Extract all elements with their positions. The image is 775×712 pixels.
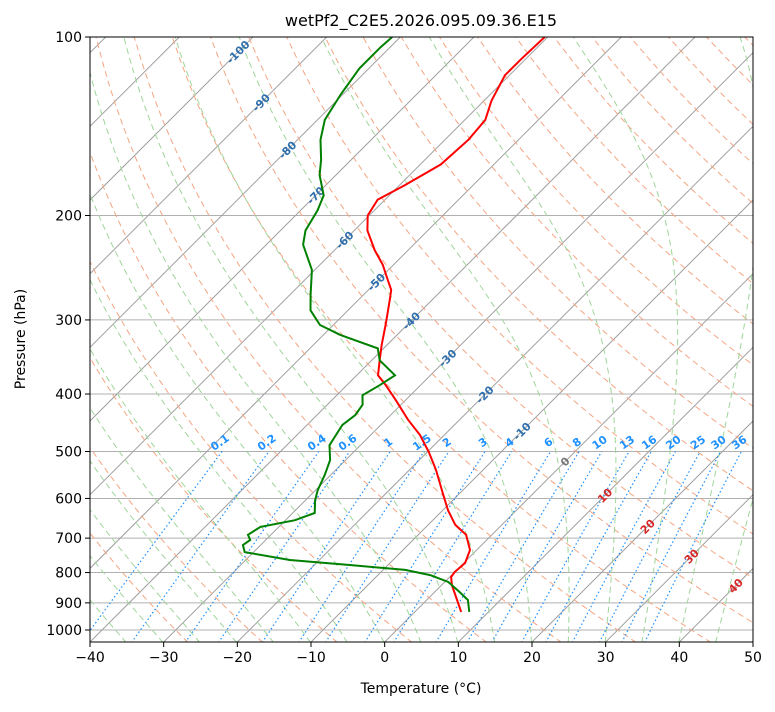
mixing-ratio-label: 1.5: [410, 432, 433, 454]
dry-adiabat-line: [745, 37, 775, 643]
moist-adiabat-line: [0, 37, 200, 643]
isotherm-line: [16, 37, 622, 643]
x-tick-label: −10: [296, 650, 326, 666]
y-tick-label: 300: [55, 313, 82, 329]
moist-adiabat-line: [0, 37, 237, 643]
mixing-ratio-line: [599, 452, 700, 643]
x-tick-label: −20: [223, 650, 253, 666]
dry-adiabat-line: [516, 37, 775, 643]
isotherm-line: [89, 37, 695, 643]
moist-adiabat-line: [321, 37, 569, 643]
x-axis-label: Temperature (°C): [360, 681, 482, 697]
y-tick-label: 200: [55, 209, 82, 225]
dry-adiabat-line: [96, 37, 562, 643]
mixing-ratio-line: [365, 452, 485, 643]
mixing-ratio-label: 3: [476, 435, 490, 450]
x-tick-label: 40: [670, 650, 688, 666]
mixing-ratio-label: 16: [639, 433, 659, 453]
moist-adiabat-line: [175, 37, 494, 643]
mixing-ratio-line: [522, 452, 630, 643]
dry-adiabat-line: [439, 37, 775, 643]
mixing-ratio-line: [81, 452, 222, 643]
dry-adiabat-line: [478, 37, 775, 643]
moist-adiabat-line: [16, 37, 348, 643]
y-tick-label: 600: [55, 491, 82, 507]
dewpoint-profile-line: [243, 37, 469, 612]
x-tick-label: 0: [380, 650, 389, 666]
moist-adiabat-line: [573, 37, 677, 643]
moist-adiabat-line: [239, 37, 531, 643]
moist-adiabat-line: [0, 37, 310, 643]
moist-adiabat-line: [124, 37, 458, 643]
x-tick-label: 20: [523, 650, 541, 666]
y-tick-label: 500: [55, 444, 82, 460]
mixing-ratio-line: [326, 452, 449, 643]
x-tick-label: 10: [449, 650, 467, 666]
isotherm-line: [0, 37, 474, 643]
mixing-ratio-line: [436, 452, 551, 643]
y-tick-label: 800: [55, 566, 82, 582]
mixing-ratio-label: 1: [381, 435, 395, 450]
moist-adiabat-line: [0, 37, 274, 643]
dry-adiabat-line: [58, 37, 487, 643]
temperature-profile-line: [367, 37, 544, 612]
x-tick-label: 50: [744, 650, 762, 666]
y-tick-label: 400: [55, 387, 82, 403]
chart-title: wetPf2_C2E5.2026.095.09.36.E15: [285, 11, 557, 31]
mixing-ratio-label: 10: [590, 433, 610, 453]
y-tick-label: 1000: [46, 623, 82, 639]
moist-adiabat-line: [752, 37, 775, 643]
plot-frame: [90, 37, 753, 642]
isotherm-line: [0, 37, 327, 643]
isotherm-label: -80: [276, 138, 299, 161]
isotherm-line: [752, 37, 775, 643]
y-tick-label: 100: [55, 30, 82, 46]
isotherm-label: -100: [224, 38, 253, 67]
mixing-ratio-line: [467, 452, 579, 643]
moist-adiabat-line: [716, 37, 775, 643]
mixing-ratio-line: [218, 452, 349, 643]
mixing-ratio-label: 13: [617, 433, 637, 452]
mixing-ratio-label: 36: [729, 433, 749, 453]
mixing-ratio-label: 20: [663, 433, 683, 453]
x-tick-label: −40: [75, 650, 105, 666]
mixing-ratio-line: [262, 452, 390, 643]
x-tick-label: 30: [597, 650, 615, 666]
y-tick-label: 900: [55, 596, 82, 612]
mixing-ratio-label: 0.1: [208, 432, 231, 454]
dry-adiabat-line: [554, 37, 775, 643]
isotherm-line: [384, 37, 775, 643]
mixing-ratio-line: [572, 452, 675, 643]
mixing-ratio-label: 8: [570, 435, 584, 450]
dry-adiabat-line: [0, 37, 338, 643]
dry-adiabat-line: [668, 37, 775, 643]
dry-adiabat-line: [592, 37, 775, 643]
isotherm-line: [0, 37, 400, 643]
mixing-ratio-label: 0.4: [305, 432, 329, 454]
isotherm-line: [0, 37, 253, 643]
mixing-ratio-label: 25: [688, 433, 708, 452]
y-axis-label: Pressure (hPa): [13, 289, 29, 389]
dry-adiabat-line: [0, 37, 263, 643]
mixing-ratio-label: 0.2: [255, 432, 278, 454]
mixing-ratio-label: 30: [709, 433, 729, 453]
isotherm-line: [458, 37, 775, 643]
x-tick-label: −30: [149, 650, 179, 666]
y-tick-label: 700: [55, 531, 82, 547]
dry-adiabat-line: [707, 37, 775, 643]
